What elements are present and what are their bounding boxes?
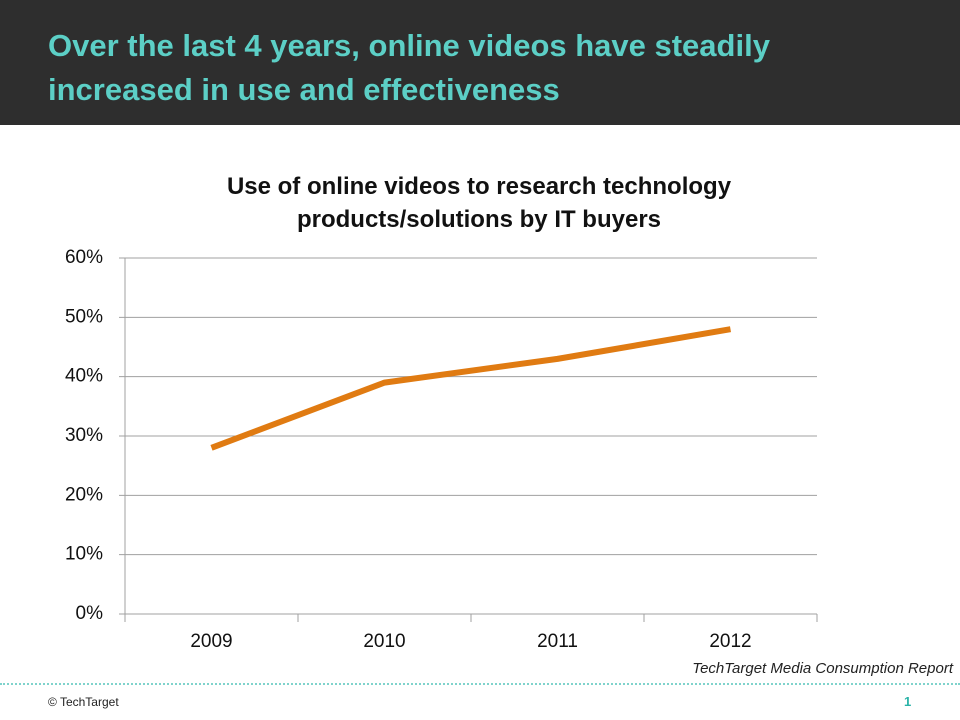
x-tick-label: 2010 (363, 631, 405, 652)
page-number: 1 (904, 694, 912, 709)
x-tick-label: 2009 (190, 631, 232, 652)
x-tick-label: 2012 (709, 631, 751, 652)
chart-title: Use of online videos to research technol… (226, 173, 732, 233)
y-tick-label: 40% (65, 366, 103, 387)
y-tick-label: 20% (65, 484, 103, 505)
x-tick-label: 2011 (537, 631, 578, 652)
y-tick-label: 30% (65, 425, 103, 446)
y-tick-label: 0% (76, 603, 104, 624)
divider (0, 683, 960, 685)
header-band: Over the last 4 years, online videos hav… (0, 0, 960, 125)
y-tick-label: 60% (65, 247, 103, 268)
slide-title: Over the last 4 years, online videos hav… (48, 28, 770, 107)
y-tick-label: 10% (65, 544, 103, 565)
copyright: © TechTarget (48, 695, 119, 709)
y-tick-label: 50% (65, 306, 103, 327)
line (210, 326, 732, 451)
source-note: TechTarget Media Consumption Report (692, 660, 953, 677)
